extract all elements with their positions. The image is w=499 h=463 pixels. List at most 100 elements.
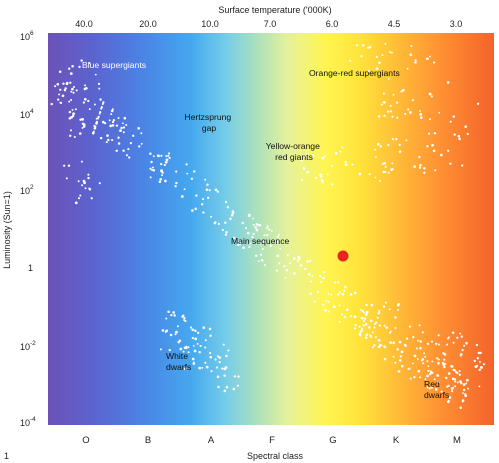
star-dot [88, 108, 91, 111]
star-dot [224, 221, 227, 224]
star-dot [426, 57, 429, 61]
star-dot [413, 165, 416, 168]
star-dot [122, 126, 126, 129]
star-dot [165, 155, 168, 158]
star-dot [326, 173, 329, 176]
star-dot [149, 176, 152, 179]
star-dot [81, 122, 85, 126]
star-dot [232, 236, 236, 240]
star-dot [343, 315, 347, 319]
star-dot [459, 332, 462, 335]
star-dot [202, 326, 206, 329]
star-dot [437, 343, 440, 346]
star-dot [75, 89, 78, 92]
star-dot [74, 108, 77, 111]
star-dot [218, 360, 221, 364]
star-dot [413, 354, 416, 357]
star-dot [268, 228, 271, 231]
star-dot [412, 362, 414, 365]
star-dot [378, 309, 381, 313]
star-dot [428, 92, 432, 96]
star-dot [276, 254, 280, 258]
star-dot [173, 314, 176, 317]
star-dot [322, 303, 325, 306]
star-dot [376, 316, 379, 319]
star-dot [475, 343, 479, 347]
star-dot [62, 82, 65, 85]
star-dot [416, 358, 419, 360]
star-dot [358, 172, 362, 176]
star-dot [224, 233, 228, 236]
star-dot [478, 368, 481, 372]
star-dot [77, 180, 80, 183]
star-dot [419, 346, 422, 350]
star-dot [137, 126, 141, 130]
star-dot [115, 124, 119, 127]
star-dot [431, 360, 434, 363]
star-dot [343, 289, 346, 292]
star-dot [360, 327, 363, 330]
star-dot [367, 69, 370, 73]
star-dot [229, 217, 232, 221]
star-dot [59, 101, 62, 104]
star-dot [461, 400, 464, 403]
star-dot [437, 380, 440, 384]
star-dot [63, 89, 67, 92]
top-tick-10: 10.0 [201, 19, 219, 29]
star-dot [368, 326, 371, 329]
star-dot [222, 343, 225, 346]
star-dot [389, 330, 392, 333]
star-dot [120, 126, 123, 130]
star-dot [407, 108, 410, 111]
star-dot [110, 109, 114, 113]
star-dot [156, 154, 159, 157]
label-main-sequence: Main sequence [231, 236, 290, 246]
star-dot [204, 178, 207, 181]
star-dot [354, 327, 357, 330]
star-dot [389, 104, 392, 107]
star-dot [104, 122, 107, 125]
star-dot [258, 223, 262, 227]
star-dot [447, 336, 450, 339]
star-dot [167, 154, 170, 157]
star-dot [174, 185, 177, 188]
star-dot [462, 388, 466, 392]
star-dot [383, 357, 387, 361]
star-dot [303, 155, 307, 158]
star-dot [208, 189, 211, 192]
star-dot [237, 375, 240, 378]
star-dot [362, 311, 366, 314]
star-dot [101, 120, 105, 124]
star-dot [371, 346, 374, 349]
star-dot [190, 177, 194, 180]
star-dot [338, 304, 341, 307]
star-dot [417, 339, 419, 342]
top-tick-4-5: 4.5 [388, 19, 401, 29]
label-white-dwarfs: White dwarfs [166, 351, 191, 372]
star-dot [199, 344, 202, 348]
star-dot [337, 293, 340, 296]
star-dot [108, 119, 111, 122]
star-dot [394, 316, 397, 319]
star-dot [247, 213, 251, 217]
star-dot [54, 85, 57, 88]
star-dot [223, 367, 227, 371]
star-dot [395, 137, 398, 141]
star-dot [105, 141, 108, 144]
star-dot [296, 259, 299, 262]
label-hertzsprung-gap: Hertzsprung gap [184, 112, 233, 133]
star-dot [365, 310, 369, 314]
star-dot [409, 377, 412, 380]
star-dot [83, 181, 86, 185]
star-dot [409, 53, 413, 57]
star-dot [59, 88, 62, 91]
top-axis-title: Surface temperature ('000K) [218, 5, 331, 15]
star-dot [321, 156, 325, 160]
star-dot [419, 116, 423, 119]
star-dot [183, 367, 187, 371]
star-dot [164, 179, 167, 183]
star-dot [78, 132, 82, 135]
star-dot [80, 160, 83, 163]
star-dot [331, 164, 334, 167]
